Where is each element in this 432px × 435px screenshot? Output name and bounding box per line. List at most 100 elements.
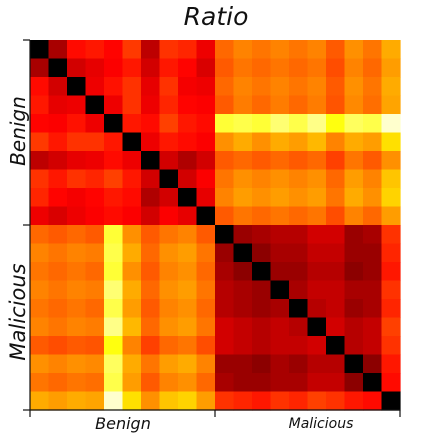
heatmap-cell: [363, 95, 383, 115]
heatmap-cell: [326, 299, 346, 319]
heatmap-cell: [122, 354, 142, 374]
heatmap-cell: [344, 373, 364, 393]
heatmap-cell: [215, 95, 235, 115]
heatmap-cell: [307, 262, 327, 282]
heatmap-cell: [178, 299, 198, 319]
heatmap-cell: [48, 169, 68, 189]
heatmap-cell: [381, 299, 401, 319]
heatmap-cell: [289, 95, 309, 115]
heatmap-cell: [344, 114, 364, 134]
heatmap-cell: [233, 95, 253, 115]
heatmap-cell: [307, 40, 327, 60]
heatmap-cell: [196, 77, 216, 97]
heatmap-cell: [122, 262, 142, 282]
heatmap-cell: [67, 114, 87, 134]
heatmap-cell: [252, 336, 272, 356]
heatmap-cell: [122, 188, 142, 208]
heatmap-cell: [104, 95, 124, 115]
heatmap-cell: [104, 169, 124, 189]
heatmap-cell: [381, 77, 401, 97]
heatmap-cell: [196, 391, 216, 411]
heatmap-cell: [48, 262, 68, 282]
heatmap-cell: [270, 262, 290, 282]
heatmap-cell: [233, 391, 253, 411]
heatmap-cell: [85, 243, 105, 263]
heatmap-cell: [381, 151, 401, 171]
heatmap-cell: [363, 151, 383, 171]
heatmap-cell: [30, 95, 50, 115]
heatmap-cell: [104, 40, 124, 60]
heatmap-cell: [215, 354, 235, 374]
heatmap-cell: [178, 206, 198, 226]
heatmap-cell: [215, 317, 235, 337]
heatmap-cell: [307, 391, 327, 411]
heatmap-cell: [307, 188, 327, 208]
heatmap-cell: [141, 336, 161, 356]
heatmap-cell: [289, 58, 309, 78]
heatmap-cell: [289, 317, 309, 337]
heatmap-cell: [233, 262, 253, 282]
heatmap-cell: [141, 280, 161, 300]
heatmap-cell: [252, 373, 272, 393]
heatmap-cell: [307, 336, 327, 356]
heatmap-cell: [326, 58, 346, 78]
heatmap-cell: [85, 132, 105, 152]
heatmap-cell: [196, 169, 216, 189]
heatmap-cell: [363, 169, 383, 189]
heatmap-cell: [159, 151, 179, 171]
heatmap-cell: [307, 58, 327, 78]
heatmap-cell: [307, 132, 327, 152]
heatmap-cell: [141, 132, 161, 152]
heatmap-cell: [122, 373, 142, 393]
heatmap-cell: [233, 58, 253, 78]
heatmap-cell: [30, 77, 50, 97]
heatmap-cell: [215, 77, 235, 97]
heatmap-cell: [104, 58, 124, 78]
heatmap-cell: [233, 151, 253, 171]
heatmap-cell: [215, 132, 235, 152]
heatmap-cell: [67, 391, 87, 411]
heatmap-cell: [344, 336, 364, 356]
heatmap-cell: [178, 391, 198, 411]
heatmap-cell: [252, 188, 272, 208]
heatmap-cell: [363, 40, 383, 60]
heatmap-cell: [233, 243, 253, 263]
heatmap-cell: [196, 58, 216, 78]
heatmap-cell: [326, 188, 346, 208]
heatmap-cell: [178, 317, 198, 337]
heatmap-cell: [252, 58, 272, 78]
heatmap-cell: [363, 225, 383, 245]
heatmap-cell: [289, 114, 309, 134]
heatmap-cell: [252, 280, 272, 300]
heatmap-cell: [85, 391, 105, 411]
heatmap-cell: [141, 169, 161, 189]
heatmap-cell: [363, 354, 383, 374]
heatmap-cell: [30, 58, 50, 78]
heatmap-cell: [289, 354, 309, 374]
heatmap-cell: [270, 151, 290, 171]
heatmap-cell: [122, 206, 142, 226]
heatmap-cell: [30, 280, 50, 300]
heatmap-cell: [30, 317, 50, 337]
heatmap-cell: [363, 317, 383, 337]
heatmap-cell: [326, 114, 346, 134]
heatmap-cell: [215, 40, 235, 60]
heatmap-cell: [196, 262, 216, 282]
heatmap-cell: [344, 95, 364, 115]
heatmap-cell: [67, 132, 87, 152]
heatmap-cell: [159, 317, 179, 337]
heatmap-cell: [215, 299, 235, 319]
heatmap-cell: [30, 206, 50, 226]
heatmap-cell: [104, 206, 124, 226]
heatmap-cell: [104, 317, 124, 337]
heatmap-cell: [122, 317, 142, 337]
heatmap-cell: [215, 243, 235, 263]
heatmap-cell: [104, 373, 124, 393]
heatmap-cell: [381, 95, 401, 115]
heatmap-cell: [363, 280, 383, 300]
heatmap-cell: [363, 243, 383, 263]
heatmap-cell: [252, 114, 272, 134]
heatmap-cell: [141, 262, 161, 282]
heatmap-cell: [252, 77, 272, 97]
